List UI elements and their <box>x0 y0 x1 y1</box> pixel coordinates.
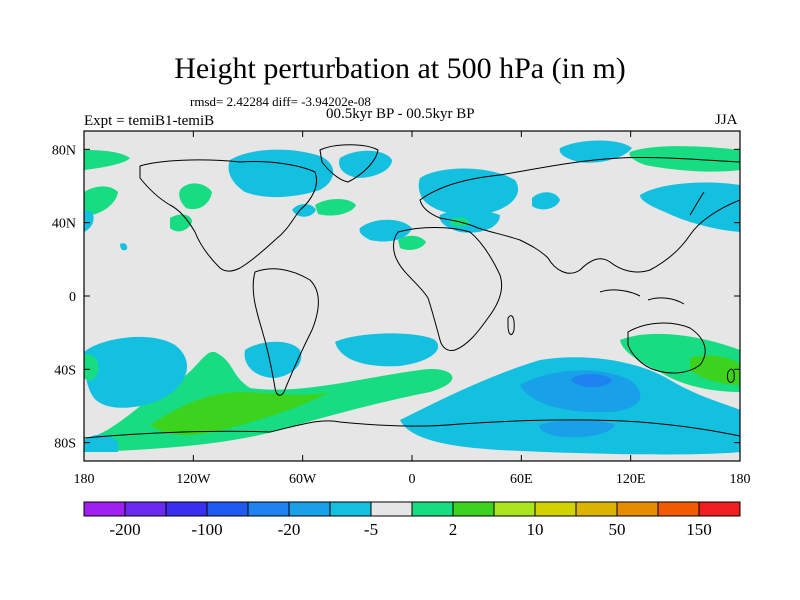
contour-blue-greenland <box>339 150 392 178</box>
contour-green-north-pacific <box>84 186 118 216</box>
colorbar-swatch <box>288 501 331 517</box>
lon-tick-label: 120E <box>616 472 646 487</box>
contour-blue-central-asia <box>532 192 560 210</box>
colorbar-swatch <box>124 501 167 517</box>
colorbar-swatch <box>452 501 495 517</box>
contour-blue-south-atlantic-west <box>244 341 302 378</box>
rmsd-stats: rmsd= 2.42284 diff= -3.94202e-08 <box>190 94 371 109</box>
coastline-japan <box>689 191 705 216</box>
period-label: 00.5kyr BP - 00.5kyr BP <box>326 106 475 122</box>
figure-title: Height perturbation at 500 hPa (in m) <box>174 52 626 85</box>
contour-deepblue-southern-ocean <box>571 374 612 388</box>
lon-tick-label: 60E <box>510 472 533 487</box>
contour-blue-east-pacific-dot <box>120 243 128 251</box>
coastline-indonesia <box>599 289 685 305</box>
lat-tick-label: 40S <box>54 363 76 378</box>
coastline-north-america <box>139 159 317 272</box>
latitude-axis: 80N 40N 0 40S 80S <box>52 143 740 452</box>
colorbar-label: -20 <box>278 520 301 539</box>
colorbar-swatch <box>657 501 700 517</box>
coastlines <box>84 144 740 439</box>
lon-tick-label: 180 <box>74 472 95 487</box>
coastline-antarctica <box>84 419 740 439</box>
contour-green-arctic-west <box>84 150 130 170</box>
season-label: JJA <box>715 112 738 128</box>
colorbar-swatch <box>247 501 290 517</box>
contour-blue-south-atlantic <box>335 333 439 367</box>
colorbar-label: 10 <box>527 520 544 539</box>
coastline-new-zealand <box>727 368 735 383</box>
lat-tick-label: 0 <box>69 290 76 305</box>
colorbar-swatch <box>411 501 454 517</box>
colorbar-swatch <box>83 501 126 517</box>
colorbar-label: -100 <box>191 520 222 539</box>
contour-green-south-pacific-west <box>84 354 99 381</box>
contour-lightgreen-southern-band <box>150 392 330 436</box>
contour-blue-south-pacific <box>84 336 187 408</box>
colorbar-label: 2 <box>449 520 458 539</box>
lat-tick-label: 80N <box>52 143 76 158</box>
contour-blue-europe <box>418 168 519 216</box>
lon-tick-label: 0 <box>409 472 416 487</box>
colorbar-swatch <box>493 501 536 517</box>
colorbar <box>83 501 741 517</box>
colorbar-swatch <box>329 501 372 517</box>
contour-fields <box>84 140 740 455</box>
longitude-axis: 180 120W 60W 0 60E 120E 180 <box>74 131 751 487</box>
coastline-greenland <box>319 144 379 183</box>
colorbar-swatch <box>370 501 413 517</box>
contour-blue-antarctic-west <box>84 434 118 452</box>
colorbar-swatch <box>698 501 741 517</box>
colorbar-swatch <box>534 501 577 517</box>
contour-blue-west-pacific-edge <box>84 210 94 232</box>
contour-blue-siberia <box>559 140 632 163</box>
lat-tick-label: 80S <box>54 437 76 452</box>
coastline-australia <box>627 322 706 374</box>
lat-tick-label: 40N <box>52 217 76 232</box>
colorbar-swatch <box>616 501 659 517</box>
lon-tick-label: 180 <box>730 472 751 487</box>
contour-blue-north-atlantic <box>292 204 316 217</box>
colorbar-label: 50 <box>609 520 626 539</box>
contour-green-iberia <box>398 235 426 250</box>
contour-blue-mid-atlantic <box>359 219 412 242</box>
lon-tick-label: 120W <box>176 472 211 487</box>
map-panel: 80N 40N 0 40S 80S 180 120W 60W 0 60E 120E 180 <box>52 130 751 487</box>
colorbar-labels: -200 -100 -20 -5 2 10 50 150 <box>109 520 711 539</box>
contour-blue-east-asia <box>640 182 740 232</box>
colorbar-swatch <box>575 501 618 517</box>
contour-blue-mediterranean <box>439 209 500 233</box>
colorbar-swatch <box>165 501 208 517</box>
colorbar-label: 150 <box>686 520 712 539</box>
colorbar-swatch <box>206 501 249 517</box>
contour-darkblue-antarctic <box>539 419 615 438</box>
colorbar-label: -200 <box>109 520 140 539</box>
experiment-label: Expt = temiB1-temiB <box>84 113 215 129</box>
coastline-south-america <box>252 268 319 396</box>
lon-tick-label: 60W <box>289 472 317 487</box>
contour-green-north-atlantic <box>315 198 356 216</box>
contour-green-alaska <box>179 183 212 210</box>
coastline-africa <box>393 227 503 351</box>
colorbar-label: -5 <box>364 520 378 539</box>
coastline-eurasia <box>419 156 740 274</box>
coastline-madagascar <box>507 315 515 336</box>
